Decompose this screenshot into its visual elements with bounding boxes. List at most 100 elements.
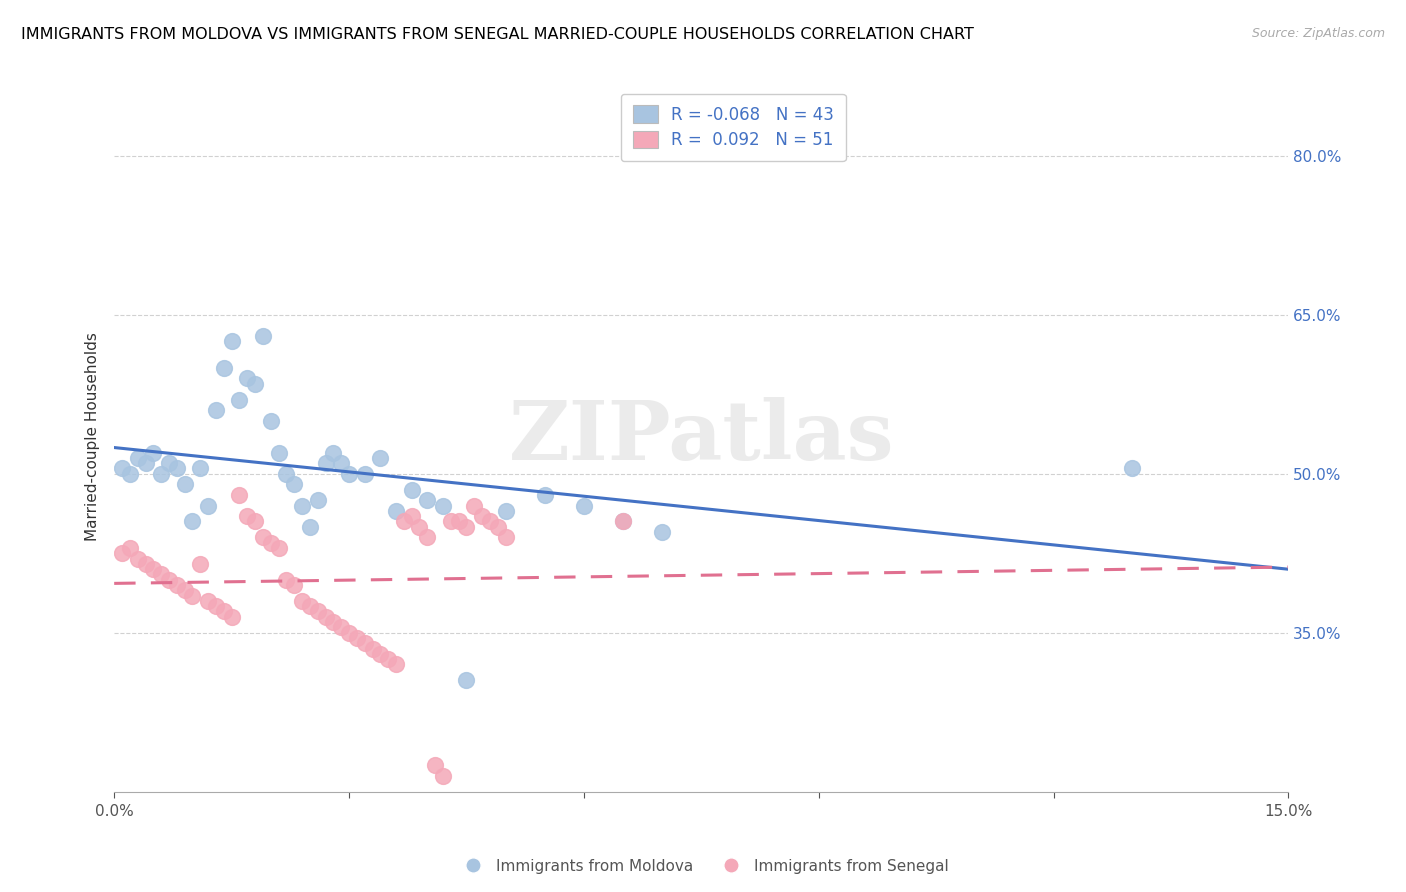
Point (127, 551, 149, 566)
Point (495, 530, 517, 544)
Point (221, 609, 243, 624)
Point (322, 615, 344, 629)
Point (260, 535, 283, 549)
Point (142, 445, 165, 459)
Point (276, 467, 298, 481)
Point (197, 499, 219, 513)
Legend: R = -0.068   N = 43, R =  0.092   N = 51: R = -0.068 N = 43, R = 0.092 N = 51 (621, 94, 845, 161)
Point (307, 493, 329, 508)
Point (337, 467, 360, 481)
Legend: Immigrants from Moldova, Immigrants from Senegal: Immigrants from Moldova, Immigrants from… (451, 853, 955, 880)
Point (408, 520, 430, 534)
Point (150, 467, 173, 481)
Point (236, 509, 259, 524)
Point (456, 673, 478, 688)
Point (188, 557, 211, 571)
Point (157, 573, 180, 587)
Point (370, 450, 392, 465)
Point (456, 520, 478, 534)
Point (307, 605, 329, 619)
Point (377, 652, 399, 666)
Point (181, 515, 204, 529)
Point (486, 520, 509, 534)
Point (243, 376, 266, 391)
Point (495, 504, 517, 518)
Point (134, 456, 156, 470)
Point (478, 515, 501, 529)
Text: Source: ZipAtlas.com: Source: ZipAtlas.com (1251, 27, 1385, 40)
Point (440, 515, 463, 529)
Point (197, 594, 219, 608)
Point (181, 589, 204, 603)
Point (298, 520, 321, 534)
Point (173, 583, 195, 598)
Point (353, 467, 375, 481)
Point (416, 493, 439, 508)
Point (447, 515, 470, 529)
Point (252, 329, 274, 343)
Point (533, 488, 555, 502)
Point (166, 578, 188, 592)
Point (221, 334, 243, 349)
Point (432, 769, 454, 783)
Point (205, 599, 228, 614)
Point (260, 414, 283, 428)
Point (651, 524, 673, 539)
Point (330, 620, 353, 634)
Point (401, 483, 423, 497)
Point (401, 509, 423, 524)
Point (416, 530, 439, 544)
Point (276, 573, 298, 587)
Point (330, 456, 353, 470)
Point (127, 450, 149, 465)
Point (432, 499, 454, 513)
Point (212, 360, 235, 375)
Point (283, 578, 305, 592)
Point (173, 477, 195, 491)
Point (134, 557, 156, 571)
Point (111, 546, 134, 560)
Point (353, 636, 375, 650)
Text: ZIPatlas: ZIPatlas (509, 397, 894, 476)
Text: IMMIGRANTS FROM MOLDOVA VS IMMIGRANTS FROM SENEGAL MARRIED-COUPLE HOUSEHOLDS COR: IMMIGRANTS FROM MOLDOVA VS IMMIGRANTS FR… (21, 27, 974, 42)
Point (243, 515, 266, 529)
Point (291, 594, 314, 608)
Point (236, 371, 259, 385)
Point (346, 631, 368, 645)
Point (612, 515, 634, 529)
Point (385, 657, 408, 672)
Point (337, 625, 360, 640)
Point (392, 515, 415, 529)
Point (157, 456, 180, 470)
Point (118, 467, 141, 481)
Y-axis label: Married-couple Households: Married-couple Households (86, 333, 100, 541)
Point (142, 562, 165, 576)
Point (283, 477, 305, 491)
Point (291, 499, 314, 513)
Point (267, 445, 290, 459)
Point (370, 647, 392, 661)
Point (361, 641, 384, 656)
Point (322, 445, 344, 459)
Point (1121, 461, 1143, 475)
Point (267, 541, 290, 555)
Point (252, 530, 274, 544)
Point (423, 758, 446, 772)
Point (212, 605, 235, 619)
Point (205, 403, 228, 417)
Point (111, 461, 134, 475)
Point (385, 504, 408, 518)
Point (315, 609, 337, 624)
Point (228, 488, 250, 502)
Point (572, 499, 595, 513)
Point (228, 392, 250, 407)
Point (463, 499, 485, 513)
Point (471, 509, 494, 524)
Point (166, 461, 188, 475)
Point (150, 567, 173, 582)
Point (612, 515, 634, 529)
Point (118, 541, 141, 555)
Point (298, 599, 321, 614)
Point (315, 456, 337, 470)
Point (188, 461, 211, 475)
